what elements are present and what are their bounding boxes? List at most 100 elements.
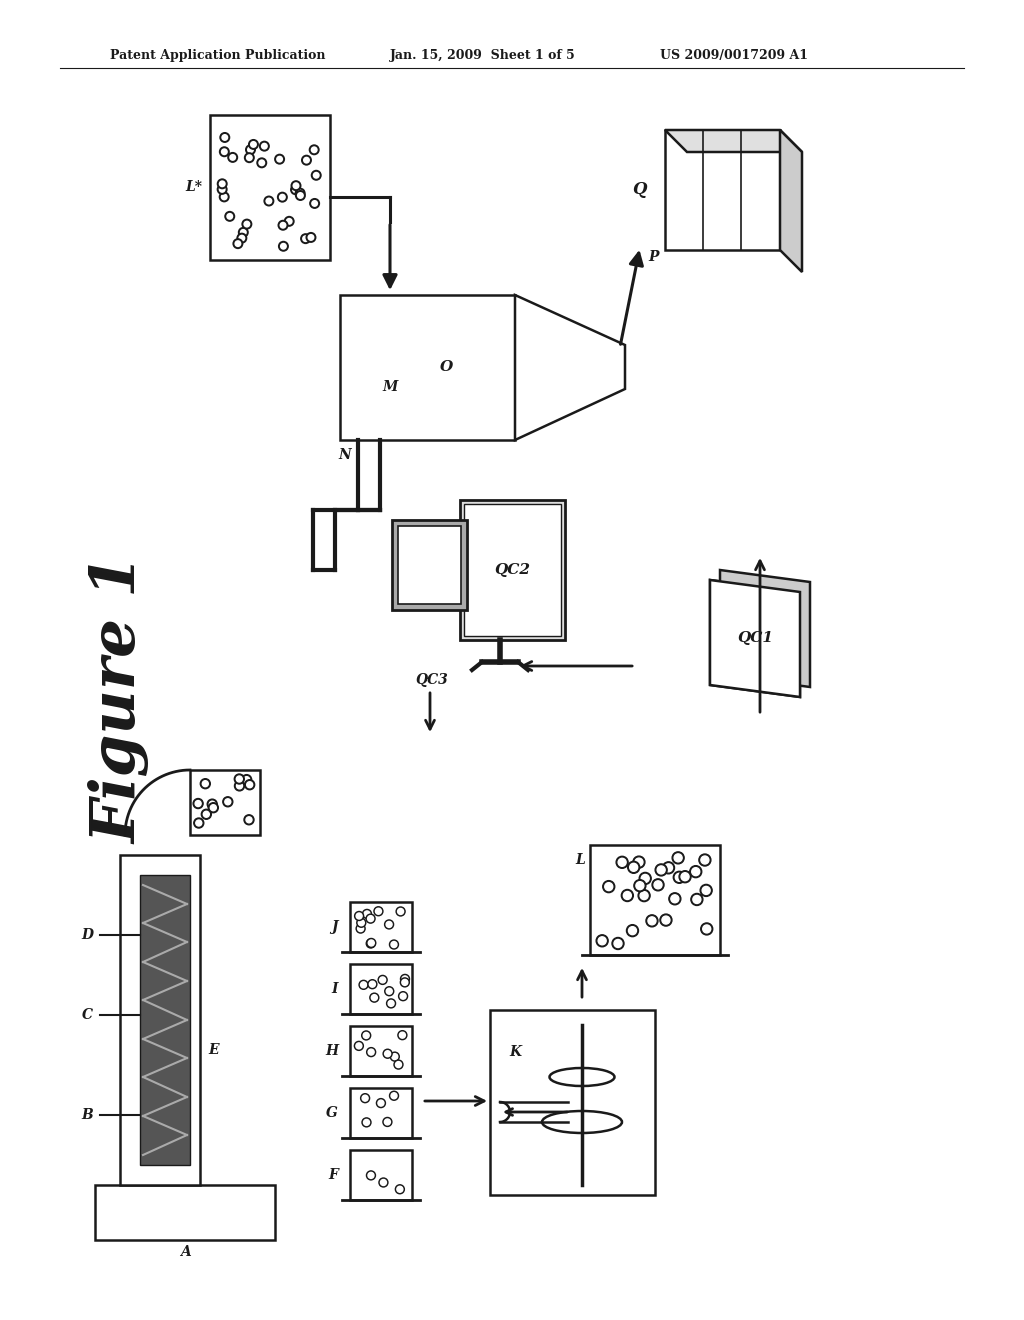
Circle shape <box>369 1049 374 1055</box>
Circle shape <box>362 909 372 919</box>
Circle shape <box>391 941 397 948</box>
Circle shape <box>630 863 638 871</box>
Circle shape <box>223 797 232 807</box>
Circle shape <box>356 919 366 927</box>
Circle shape <box>311 199 318 207</box>
Circle shape <box>194 799 203 809</box>
Circle shape <box>366 915 375 923</box>
Bar <box>665 129 780 249</box>
Text: L*: L* <box>185 180 202 194</box>
Circle shape <box>635 858 643 866</box>
Circle shape <box>367 939 375 948</box>
Circle shape <box>378 975 387 985</box>
Circle shape <box>293 182 299 189</box>
Circle shape <box>234 774 245 784</box>
Circle shape <box>359 981 368 989</box>
Circle shape <box>307 234 314 242</box>
Bar <box>120 855 200 1185</box>
Circle shape <box>681 873 689 880</box>
Text: M: M <box>382 380 397 393</box>
Circle shape <box>633 857 645 869</box>
Circle shape <box>237 776 243 781</box>
Circle shape <box>622 890 633 902</box>
Circle shape <box>387 999 395 1008</box>
Circle shape <box>598 937 606 945</box>
Circle shape <box>634 879 646 892</box>
Circle shape <box>605 883 612 891</box>
Text: B: B <box>81 1107 93 1122</box>
Polygon shape <box>665 129 802 152</box>
Circle shape <box>292 186 299 193</box>
Circle shape <box>386 921 392 928</box>
Circle shape <box>221 194 227 201</box>
Circle shape <box>641 874 649 883</box>
Circle shape <box>400 993 407 999</box>
Circle shape <box>618 858 626 866</box>
Circle shape <box>226 213 233 220</box>
Text: QC3: QC3 <box>415 673 447 686</box>
Circle shape <box>692 867 699 875</box>
Circle shape <box>258 160 265 166</box>
Circle shape <box>232 238 244 249</box>
Circle shape <box>360 1094 370 1102</box>
Circle shape <box>700 855 709 865</box>
Circle shape <box>244 220 251 227</box>
Circle shape <box>368 916 374 921</box>
Circle shape <box>370 993 379 1002</box>
Circle shape <box>388 1001 394 1006</box>
Text: QC2: QC2 <box>494 564 530 577</box>
Circle shape <box>367 1171 376 1180</box>
Circle shape <box>674 871 685 883</box>
Circle shape <box>399 1032 406 1038</box>
Circle shape <box>217 178 227 189</box>
Circle shape <box>702 887 711 895</box>
Circle shape <box>203 780 208 787</box>
Circle shape <box>381 1180 386 1185</box>
Circle shape <box>219 147 229 157</box>
Circle shape <box>367 1048 376 1056</box>
Text: K: K <box>509 1045 521 1059</box>
Circle shape <box>364 911 370 917</box>
Circle shape <box>690 866 701 878</box>
Circle shape <box>636 882 644 890</box>
Circle shape <box>616 857 628 869</box>
Circle shape <box>259 141 270 152</box>
Circle shape <box>279 194 286 201</box>
Circle shape <box>364 1119 370 1126</box>
Circle shape <box>357 925 364 932</box>
Circle shape <box>652 879 664 891</box>
Circle shape <box>225 799 230 805</box>
Circle shape <box>209 801 215 807</box>
Circle shape <box>310 170 322 181</box>
Circle shape <box>370 981 376 987</box>
Circle shape <box>624 891 632 899</box>
Bar <box>350 1026 412 1076</box>
Circle shape <box>663 862 675 874</box>
Circle shape <box>310 147 317 153</box>
Text: J: J <box>332 920 338 935</box>
Text: G: G <box>326 1106 338 1119</box>
Polygon shape <box>720 570 810 686</box>
Circle shape <box>201 779 210 788</box>
Circle shape <box>244 152 255 164</box>
Bar <box>210 115 330 260</box>
Polygon shape <box>710 579 800 697</box>
Text: F: F <box>328 1168 338 1181</box>
Circle shape <box>628 861 640 874</box>
Circle shape <box>361 1031 371 1040</box>
Circle shape <box>239 235 246 242</box>
Circle shape <box>305 232 316 243</box>
Circle shape <box>244 776 250 783</box>
Circle shape <box>396 907 406 916</box>
Circle shape <box>219 132 230 143</box>
Circle shape <box>397 1187 402 1192</box>
Circle shape <box>280 222 287 228</box>
Circle shape <box>261 143 268 149</box>
Circle shape <box>648 917 656 925</box>
Circle shape <box>263 195 274 206</box>
Circle shape <box>614 940 622 948</box>
Circle shape <box>655 863 668 876</box>
Circle shape <box>265 198 272 205</box>
Circle shape <box>219 181 225 187</box>
Circle shape <box>384 1119 390 1125</box>
